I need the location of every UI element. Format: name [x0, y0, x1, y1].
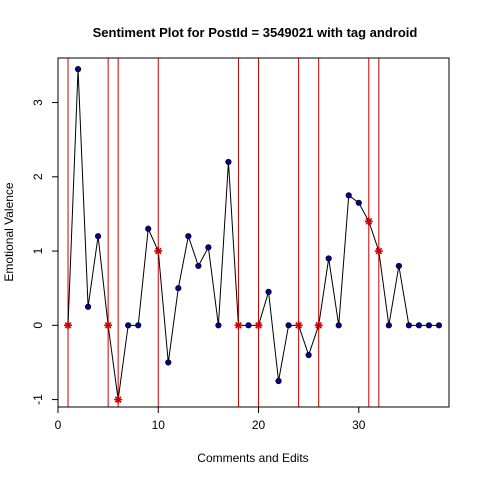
- data-point: [275, 377, 282, 385]
- edit-point-stroke: [315, 321, 323, 329]
- data-point: [425, 322, 433, 329]
- data-point: [245, 322, 252, 329]
- data-point: [145, 225, 152, 232]
- y-axis-label: Emotional Valence: [2, 182, 16, 281]
- data-point: [285, 322, 292, 329]
- y-axis: -1 0 1 2 3: [31, 99, 59, 405]
- data-point: [225, 158, 232, 166]
- edit-point-stroke: [255, 321, 262, 329]
- y-tick-label: 3: [31, 99, 45, 106]
- data-point: [205, 244, 212, 251]
- data-point: [74, 66, 82, 73]
- data-point: [175, 285, 182, 292]
- edit-point: [374, 247, 383, 256]
- series-line: [67, 69, 439, 400]
- data-point: [385, 322, 392, 329]
- edit-point: [104, 321, 113, 330]
- edit-point-stroke: [365, 217, 373, 225]
- data-point: [195, 262, 202, 270]
- x-tick-label: 0: [55, 418, 62, 432]
- edit-point: [314, 321, 323, 330]
- x-axis: 0 10 20 30: [55, 406, 366, 432]
- edit-point-stroke: [64, 321, 72, 329]
- x-tick-label: 30: [352, 418, 366, 432]
- data-point: [325, 255, 332, 262]
- y-tick-label: 1: [31, 247, 45, 254]
- edit-point-stroke: [295, 321, 302, 329]
- data-point: [215, 322, 222, 329]
- sentiment-series: [64, 66, 443, 404]
- edit-marker-lines: [67, 58, 380, 407]
- x-axis-label: Comments and Edits: [197, 451, 308, 465]
- edit-point-stroke: [235, 321, 242, 329]
- edit-point-stroke: [104, 321, 112, 329]
- data-point: [265, 288, 272, 296]
- y-tick-label: 0: [31, 322, 45, 329]
- data-point: [125, 322, 132, 329]
- data-point: [95, 233, 102, 240]
- edit-point: [254, 321, 263, 330]
- y-tick-label: -1: [31, 394, 45, 405]
- data-point: [135, 322, 142, 329]
- edit-point: [234, 321, 243, 330]
- y-tick-label: 2: [31, 173, 45, 180]
- data-point: [355, 199, 362, 206]
- data-point: [395, 262, 402, 270]
- edit-point: [364, 217, 373, 226]
- data-point: [305, 351, 312, 359]
- data-point: [84, 303, 92, 310]
- data-point: [435, 322, 443, 329]
- x-tick-label: 20: [252, 418, 266, 432]
- edit-point: [64, 321, 73, 330]
- edit-point: [114, 395, 123, 404]
- data-point: [345, 192, 352, 199]
- data-point: [415, 322, 423, 329]
- edit-point: [154, 247, 163, 256]
- edit-point-stroke: [114, 396, 122, 403]
- edit-point-stroke: [154, 247, 162, 255]
- data-point: [405, 322, 412, 329]
- edit-point: [294, 321, 303, 330]
- x-tick-label: 10: [152, 418, 166, 432]
- data-point: [335, 322, 342, 329]
- edit-point-stroke: [375, 247, 383, 255]
- data-point: [165, 359, 172, 366]
- data-point: [185, 233, 192, 240]
- plot-frame: [57, 57, 450, 408]
- chart-title: Sentiment Plot for PostId = 3549021 with…: [93, 25, 418, 40]
